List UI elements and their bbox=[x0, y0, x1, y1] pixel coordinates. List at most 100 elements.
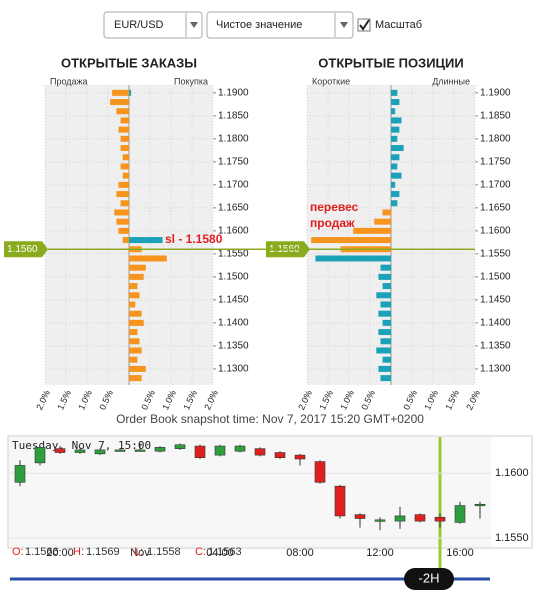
depth-bar bbox=[120, 163, 129, 170]
side-label: Продажа bbox=[50, 76, 88, 86]
x-tick-label: 16:00 bbox=[446, 547, 474, 559]
depth-bar bbox=[391, 135, 398, 142]
x-tick-label: 1.5% bbox=[443, 389, 461, 412]
price-tick-label: 1.1750 bbox=[480, 156, 511, 167]
range-button[interactable] bbox=[404, 568, 454, 590]
price-tick-label: 1.1800 bbox=[480, 133, 511, 144]
price-tick-label: 1.1600 bbox=[480, 225, 511, 236]
chart-title: Tuesday, Nov 7, 15:00 bbox=[12, 439, 151, 452]
depth-bar bbox=[122, 172, 129, 179]
depth-bar bbox=[120, 117, 129, 124]
depth-bar bbox=[116, 108, 129, 115]
price-tick-label: 1.1450 bbox=[480, 295, 511, 306]
depth-bar bbox=[129, 273, 144, 280]
candle-body bbox=[274, 452, 286, 459]
depth-bar bbox=[315, 255, 391, 262]
price-tick-label: 1.1550 bbox=[480, 249, 511, 260]
price-tag bbox=[4, 241, 48, 258]
depth-bar bbox=[118, 181, 129, 188]
x-tick-label: 0.5% bbox=[401, 389, 419, 412]
ohlc-value: 1.1566 bbox=[25, 546, 59, 558]
depth-bar bbox=[116, 218, 129, 225]
depth-bar bbox=[129, 310, 142, 317]
candle-body bbox=[114, 449, 126, 452]
depth-bar bbox=[391, 154, 400, 161]
price-tick-label: 1.1300 bbox=[480, 364, 511, 375]
price-tick-label: 1.1450 bbox=[218, 295, 249, 306]
price-tick-label: 1.1350 bbox=[218, 341, 249, 352]
candle-body bbox=[214, 445, 226, 456]
depth-bar bbox=[391, 200, 398, 207]
depth-bar bbox=[129, 375, 142, 382]
scale-label: Масштаб bbox=[375, 19, 422, 31]
depth-bar bbox=[391, 163, 398, 170]
depth-bar bbox=[118, 126, 129, 133]
depth-bar bbox=[380, 264, 391, 271]
x-tick-label: 2.0% bbox=[202, 389, 220, 412]
depth-bar bbox=[129, 237, 163, 244]
candle-body bbox=[234, 445, 246, 452]
depth-bar bbox=[391, 145, 404, 152]
candle-body bbox=[14, 465, 26, 483]
depth-bar bbox=[129, 255, 167, 262]
candle-body bbox=[454, 505, 466, 523]
depth-bar bbox=[129, 301, 136, 308]
price-tick-label: 1.1850 bbox=[480, 110, 511, 121]
x-tick-label: 12:00 bbox=[366, 547, 394, 559]
depth-bar bbox=[380, 301, 391, 308]
depth-bar bbox=[129, 319, 144, 326]
depth-bar bbox=[116, 191, 129, 198]
depth-bar bbox=[311, 237, 391, 244]
price-tick-label: 1.1700 bbox=[218, 179, 249, 190]
price-tick-label: 1.1900 bbox=[480, 87, 511, 98]
x-tick-label: 1.0% bbox=[76, 389, 94, 412]
y-tick-label: 1.1600 bbox=[495, 467, 529, 479]
depth-bar bbox=[380, 375, 391, 382]
depth-bar bbox=[391, 126, 400, 133]
depth-bar bbox=[120, 135, 129, 142]
annotation: перевес bbox=[310, 200, 359, 214]
depth-bar bbox=[129, 356, 138, 363]
depth-bar bbox=[129, 89, 132, 96]
depth-bar bbox=[112, 89, 129, 96]
mode-select[interactable] bbox=[206, 11, 354, 39]
price-tick-label: 1.1600 bbox=[218, 225, 249, 236]
depth-bar bbox=[114, 209, 129, 216]
depth-bar bbox=[120, 145, 129, 152]
depth-bar bbox=[122, 154, 129, 161]
panel-title: ОТКРЫТЫЕ ПОЗИЦИИ bbox=[318, 55, 463, 70]
depth-bar bbox=[391, 99, 400, 106]
price-tick-label: 1.1850 bbox=[218, 110, 249, 121]
candle-body bbox=[374, 519, 386, 522]
select-arrow bbox=[340, 22, 348, 28]
price-tag-label: 1.1560 bbox=[7, 244, 38, 255]
x-tick-label: Nov bbox=[130, 547, 150, 559]
candle-body bbox=[154, 447, 166, 452]
x-tick-label: 2.0% bbox=[34, 389, 52, 412]
ohlc-value: 1.1558 bbox=[147, 546, 181, 558]
depth-bar bbox=[353, 227, 391, 234]
price-tick-label: 1.1400 bbox=[218, 318, 249, 329]
depth-bar bbox=[129, 292, 140, 299]
price-tick-label: 1.1650 bbox=[480, 202, 511, 213]
x-tick-label: 1.5% bbox=[55, 389, 73, 412]
depth-bar bbox=[391, 117, 402, 124]
depth-bar bbox=[120, 200, 129, 207]
pair-select[interactable] bbox=[103, 11, 203, 39]
ohlc-key: C: bbox=[195, 546, 206, 558]
x-tick-label: 1.5% bbox=[181, 389, 199, 412]
ohlc-value: 1.1569 bbox=[86, 546, 120, 558]
x-tick-label: 04:00 bbox=[206, 547, 234, 559]
x-tick-label: 2.0% bbox=[464, 389, 482, 412]
candle-body bbox=[334, 485, 346, 517]
depth-bar bbox=[380, 338, 391, 345]
depth-bar bbox=[378, 329, 391, 336]
price-tick-label: 1.1700 bbox=[480, 179, 511, 190]
price-tick-label: 1.1650 bbox=[218, 202, 249, 213]
x-tick-label: 0.5% bbox=[139, 389, 157, 412]
annotation: sl - 1.1580 bbox=[165, 232, 223, 246]
side-label: Короткие bbox=[312, 76, 350, 86]
depth-bar bbox=[391, 181, 396, 188]
candle-plot bbox=[9, 437, 491, 547]
